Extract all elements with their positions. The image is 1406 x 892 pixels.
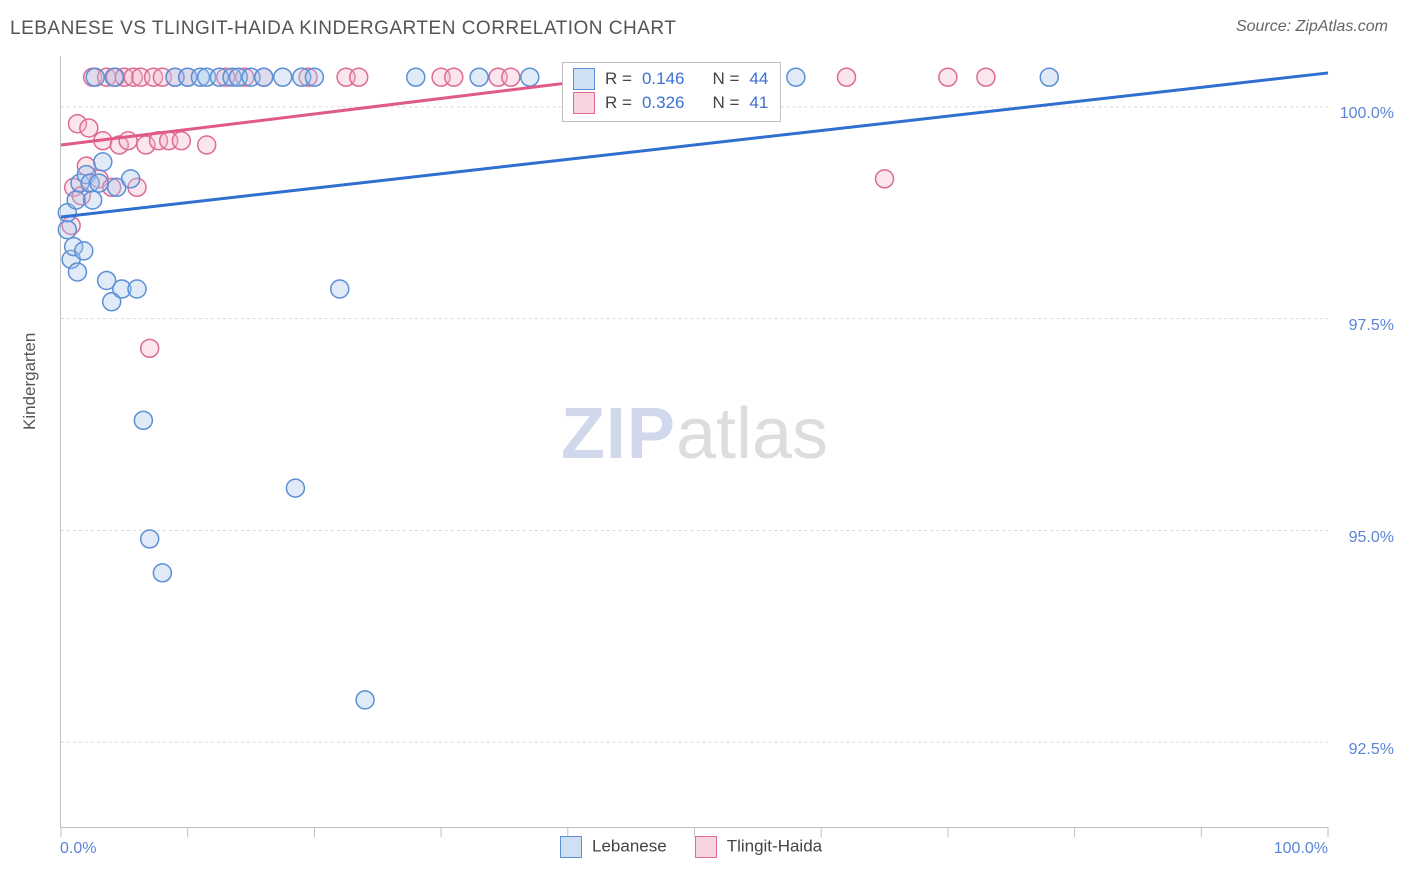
tlingit-point [939,68,957,86]
lebanese-point [787,68,805,86]
plot-svg [61,56,1328,827]
lebanese-point [274,68,292,86]
lebanese-point [90,174,108,192]
legend-row-tlingit: R = 0.326 N = 41 [573,91,768,115]
y-tick-label: 100.0% [1340,105,1394,123]
r-label: R = [605,91,632,115]
lebanese-point [286,479,304,497]
correlation-legend: R = 0.146 N = 44 R = 0.326 N = 41 [562,62,781,122]
tlingit-point [80,119,98,137]
x-axis-max-label: 100.0% [1274,840,1328,858]
r-label: R = [605,67,632,91]
y-tick-label: 95.0% [1349,529,1394,547]
legend-row-lebanese: R = 0.146 N = 44 [573,67,768,91]
lebanese-point [128,280,146,298]
legend-item-tlingit: Tlingit-Haida [695,836,822,858]
plot-area: ZIPatlas [60,56,1328,828]
y-tick-label: 97.5% [1349,317,1394,335]
chart-title: LEBANESE VS TLINGIT-HAIDA KINDERGARTEN C… [10,18,676,40]
source-attribution: Source: ZipAtlas.com [1236,18,1388,36]
series-label: Lebanese [592,836,667,855]
tlingit-point [172,132,190,150]
x-axis-min-label: 0.0% [60,840,96,858]
lebanese-point [255,68,273,86]
n-value: 44 [749,67,768,91]
series-label: Tlingit-Haida [727,836,822,855]
tlingit-regression-line [61,81,580,145]
lebanese-point [331,280,349,298]
lebanese-point [153,564,171,582]
tlingit-swatch-icon [573,92,595,114]
chart-container: LEBANESE VS TLINGIT-HAIDA KINDERGARTEN C… [0,0,1406,892]
lebanese-point [356,691,374,709]
lebanese-point [84,191,102,209]
tlingit-point [350,68,368,86]
lebanese-point [521,68,539,86]
lebanese-point [470,68,488,86]
lebanese-swatch-icon [573,68,595,90]
lebanese-point [1040,68,1058,86]
lebanese-point [305,68,323,86]
lebanese-point [86,68,104,86]
series-legend: Lebanese Tlingit-Haida [560,836,822,858]
n-value: 41 [749,91,768,115]
lebanese-point [94,153,112,171]
lebanese-point [407,68,425,86]
lebanese-point [122,170,140,188]
tlingit-swatch-icon [695,836,717,858]
n-label: N = [712,91,739,115]
lebanese-point [67,191,85,209]
tlingit-point [445,68,463,86]
tlingit-point [141,339,159,357]
legend-item-lebanese: Lebanese [560,836,667,858]
r-value: 0.326 [642,91,685,115]
tlingit-point [502,68,520,86]
lebanese-point [141,530,159,548]
lebanese-point [58,221,76,239]
tlingit-point [838,68,856,86]
lebanese-point [134,411,152,429]
lebanese-point [75,242,93,260]
r-value: 0.146 [642,67,685,91]
tlingit-point [977,68,995,86]
y-tick-label: 92.5% [1349,741,1394,759]
tlingit-point [119,132,137,150]
y-axis-label: Kindergarten [20,333,40,430]
tlingit-point [198,136,216,154]
tlingit-point [876,170,894,188]
n-label: N = [712,67,739,91]
lebanese-point [105,68,123,86]
lebanese-point [68,263,86,281]
lebanese-swatch-icon [560,836,582,858]
